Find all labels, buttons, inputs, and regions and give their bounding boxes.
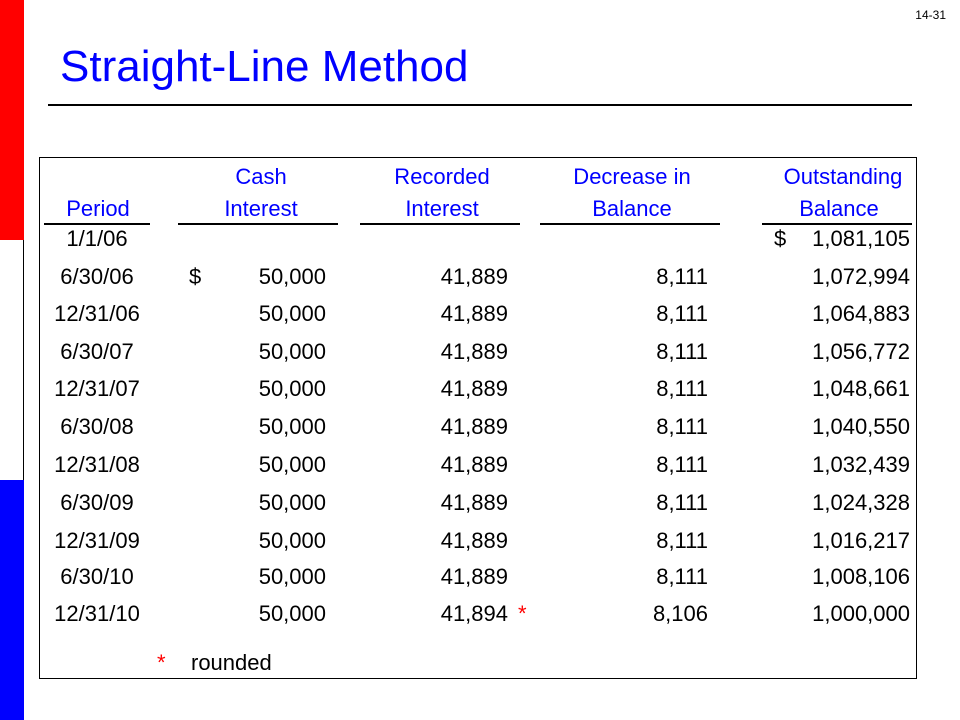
header-outstanding-line1: Outstanding	[783, 164, 903, 189]
row-cash-interest: 50,000	[258, 376, 326, 401]
row-decrease-balance: 8,111	[656, 339, 708, 364]
row-outstanding-balance: 1,048,661	[812, 376, 910, 401]
decor-bar-blue	[0, 480, 24, 720]
page-title: Straight-Line Method	[60, 42, 469, 91]
header-decrease-line2: Balance	[592, 196, 672, 221]
row-period: 6/30/06	[60, 264, 134, 289]
row-decrease-balance: 8,111	[656, 452, 708, 477]
row-outstanding-balance: 1,032,439	[812, 452, 910, 477]
row-outstanding-balance: 1,000,000	[812, 601, 910, 626]
header-recorded-line2: Interest	[405, 196, 479, 221]
row-cash-dollar: $	[189, 264, 202, 289]
row-cash-interest: 50,000	[258, 339, 326, 364]
row-period: 12/31/06	[54, 301, 140, 326]
row-cash-interest: 50,000	[258, 414, 326, 439]
row-period: 6/30/09	[60, 490, 134, 515]
row-recorded-interest: 41,889	[440, 452, 508, 477]
row-outstanding-balance: 1,064,883	[812, 301, 910, 326]
row-rounded-mark: *	[518, 601, 527, 626]
header-period: Period	[66, 196, 130, 221]
row-recorded-interest: 41,889	[440, 528, 508, 553]
row-period: 1/1/06	[66, 226, 128, 251]
header-cash-line1: Cash	[235, 164, 287, 189]
row-cash-interest: 50,000	[258, 452, 326, 477]
row-recorded-interest: 41,889	[440, 376, 508, 401]
row-decrease-balance: 8,111	[656, 528, 708, 553]
footnote-mark: *	[157, 650, 166, 675]
row-recorded-interest: 41,889	[440, 490, 508, 515]
row-cash-interest: 50,000	[258, 528, 326, 553]
row-period: 6/30/07	[60, 339, 134, 364]
header-recorded-line1: Recorded	[394, 164, 490, 189]
row-period: 6/30/10	[60, 564, 134, 589]
row-decrease-balance: 8,111	[656, 414, 708, 439]
row-outstanding-balance: 1,008,106	[812, 564, 910, 589]
row-period: 12/31/09	[54, 528, 140, 553]
row-decrease-balance: 8,106	[652, 601, 708, 626]
header-underline-recorded	[360, 223, 520, 225]
row-cash-interest: 50,000	[258, 264, 326, 289]
footnote-text: rounded	[191, 650, 272, 675]
row-outstanding-balance: 1,072,994	[812, 264, 910, 289]
row-period: 12/31/08	[54, 452, 140, 477]
row-cash-interest: 50,000	[258, 564, 326, 589]
row-cash-interest: 50,000	[258, 601, 326, 626]
row-balance-dollar: $	[774, 226, 787, 251]
row-cash-interest: 50,000	[258, 490, 326, 515]
row-outstanding-balance: 1,040,550	[812, 414, 910, 439]
row-recorded-interest: 41,889	[440, 301, 508, 326]
header-cash-line2: Interest	[224, 196, 298, 221]
row-outstanding-balance: 1,016,217	[812, 528, 910, 553]
row-decrease-balance: 8,111	[656, 301, 708, 326]
header-underline-decrease	[540, 223, 720, 225]
amortization-table-frame	[39, 157, 917, 679]
row-recorded-interest: 41,889	[440, 339, 508, 364]
row-recorded-interest: 41,889	[440, 414, 508, 439]
row-decrease-balance: 8,111	[656, 490, 708, 515]
row-recorded-interest: 41,889	[440, 264, 508, 289]
row-period: 12/31/10	[54, 601, 140, 626]
row-outstanding-balance: 1,024,328	[812, 490, 910, 515]
row-period: 6/30/08	[60, 414, 134, 439]
row-decrease-balance: 8,111	[656, 264, 708, 289]
row-recorded-interest: 41,889	[440, 564, 508, 589]
row-decrease-balance: 8,111	[656, 376, 708, 401]
header-underline-cash	[178, 223, 338, 225]
row-recorded-interest: 41,894	[440, 601, 508, 626]
decor-bar-red	[0, 0, 24, 240]
slide-number: 14-31	[915, 8, 946, 22]
row-period: 12/31/07	[54, 376, 140, 401]
header-underline-period	[44, 223, 150, 225]
header-underline-outstanding	[762, 223, 912, 225]
title-divider	[48, 104, 912, 106]
row-decrease-balance: 8,111	[656, 564, 708, 589]
row-outstanding-balance: 1,056,772	[812, 339, 910, 364]
row-cash-interest: 50,000	[258, 301, 326, 326]
header-outstanding-line2: Balance	[799, 196, 879, 221]
decor-bar-white	[0, 240, 24, 480]
row-outstanding-balance: 1,081,105	[812, 226, 910, 251]
header-decrease-line1: Decrease in	[573, 164, 691, 189]
